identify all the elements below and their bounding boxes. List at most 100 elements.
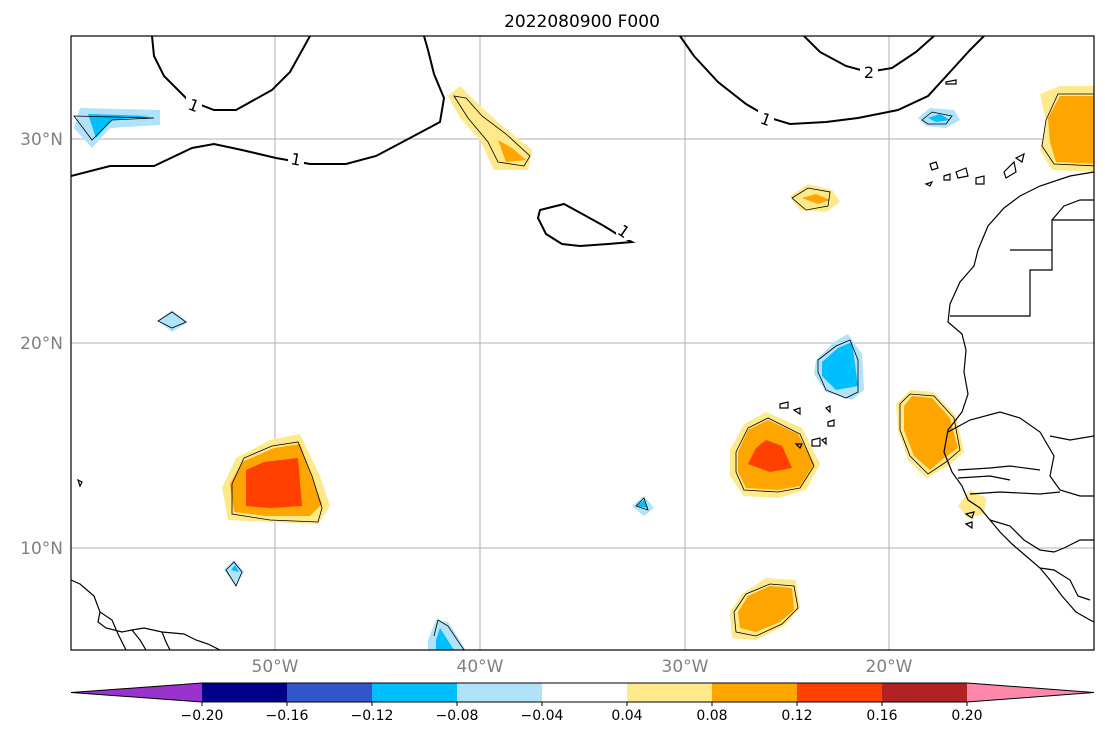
anomaly-outline (73, 115, 155, 141)
island (924, 180, 934, 187)
contour-label-group: 1 1 2 1 1 (186, 62, 878, 242)
colorbar-segment (372, 683, 458, 702)
colorbar-tick-label: −0.20 (181, 708, 224, 724)
map-area: 1 1 2 1 1 (71, 36, 1094, 650)
anomaly-positive (1048, 96, 1094, 164)
gridlines (71, 36, 1094, 650)
island (820, 437, 827, 446)
colorbar-tick-label: 0.16 (866, 708, 897, 724)
contour-label: 1 (289, 149, 302, 169)
anomaly-outline (231, 441, 323, 523)
colorbar-segment (797, 683, 883, 702)
colorbar-tick-label: 0.08 (696, 708, 727, 724)
island (779, 401, 789, 409)
anomaly-outline (899, 393, 961, 475)
colorbar-tick-label: −0.12 (351, 708, 394, 724)
lon-label-20w: 20°W (866, 657, 913, 677)
island (964, 511, 975, 519)
colorbar-extend-max (967, 683, 1094, 702)
colorbar-segment (712, 683, 798, 702)
border-line (957, 465, 1041, 471)
anomaly-outline (157, 311, 187, 329)
island (824, 405, 831, 414)
island (1003, 160, 1017, 179)
colorbar: −0.20 −0.16 −0.12 −0.08 −0.04 0.04 0.08 0.12 0.1… (70, 682, 1095, 724)
contour-line (679, 36, 985, 126)
anomaly-negative (231, 565, 239, 572)
anomaly-negative (158, 310, 188, 332)
anomaly-outline (733, 583, 799, 637)
colorbar-tick-label: −0.16 (266, 708, 309, 724)
border-line (947, 411, 1094, 497)
colorbar-tick-label: 0.04 (611, 708, 642, 724)
coastline-africa (943, 171, 1094, 623)
lat-label-10n: 10°N (20, 539, 63, 559)
anomaly-outline (791, 187, 831, 211)
lon-label-30w: 30°W (662, 657, 709, 677)
anomaly-outlines (73, 93, 1094, 650)
colorbar-segment (882, 683, 968, 702)
map-title: 2022080900 F000 (504, 12, 660, 32)
anomaly-positive (958, 490, 986, 518)
coastlines (71, 79, 1094, 650)
border-line (131, 629, 147, 650)
island (794, 443, 803, 450)
anomaly-outline (735, 417, 815, 493)
border-line (1049, 435, 1094, 441)
anomaly-positive (246, 458, 302, 508)
border-line (1051, 199, 1094, 221)
anomaly-positive (748, 440, 792, 472)
island (827, 419, 835, 427)
contour-line (536, 202, 636, 248)
colorbar-tick-label: 0.12 (781, 708, 812, 724)
anomaly-outline (635, 497, 649, 511)
anomaly-outline (817, 339, 859, 399)
anomaly-positive (802, 194, 830, 204)
anomaly-negative (822, 342, 858, 390)
contour-lines (71, 36, 985, 248)
border-line (1039, 567, 1091, 601)
colorbar-tick-label: −0.08 (436, 708, 479, 724)
island (76, 478, 83, 488)
colorbar-segment (287, 683, 373, 702)
lon-label-50w: 50°W (252, 657, 299, 677)
island (955, 167, 969, 179)
colorbar-tick-label: −0.04 (521, 708, 564, 724)
contour-line (71, 36, 446, 177)
anomaly-negative (88, 114, 150, 138)
anomaly-outline (921, 111, 953, 125)
filled-anomalies (74, 86, 1094, 650)
island (811, 437, 821, 447)
island (964, 521, 973, 530)
anomaly-outline (433, 619, 465, 650)
anomaly-negative (74, 108, 160, 148)
lat-label-30n: 30°N (20, 130, 63, 150)
anomaly-outline (225, 561, 243, 587)
island (929, 161, 939, 171)
border-line (957, 475, 1011, 481)
coastline-south-america (71, 579, 221, 650)
border-line (99, 611, 127, 650)
island (945, 79, 957, 85)
island (792, 407, 801, 416)
border-line (950, 219, 1094, 317)
colorbar-segment (202, 683, 288, 702)
anomaly-outline (1041, 93, 1094, 167)
contour-label: 2 (864, 63, 874, 82)
anomaly-positive (498, 140, 526, 162)
colorbar-extend-min (71, 683, 202, 702)
island (1014, 152, 1025, 163)
contour-line (151, 36, 311, 111)
island (975, 175, 985, 185)
anomaly-negative (928, 114, 950, 122)
anomaly-outline (453, 95, 531, 167)
lat-label-20n: 20°N (20, 334, 63, 354)
colorbar-segment (542, 683, 628, 702)
island (943, 173, 951, 181)
border-line (989, 519, 1094, 553)
border-line (969, 491, 1061, 495)
anomaly-positive (738, 586, 794, 632)
border-line (161, 631, 171, 650)
anomaly-negative (436, 628, 454, 650)
